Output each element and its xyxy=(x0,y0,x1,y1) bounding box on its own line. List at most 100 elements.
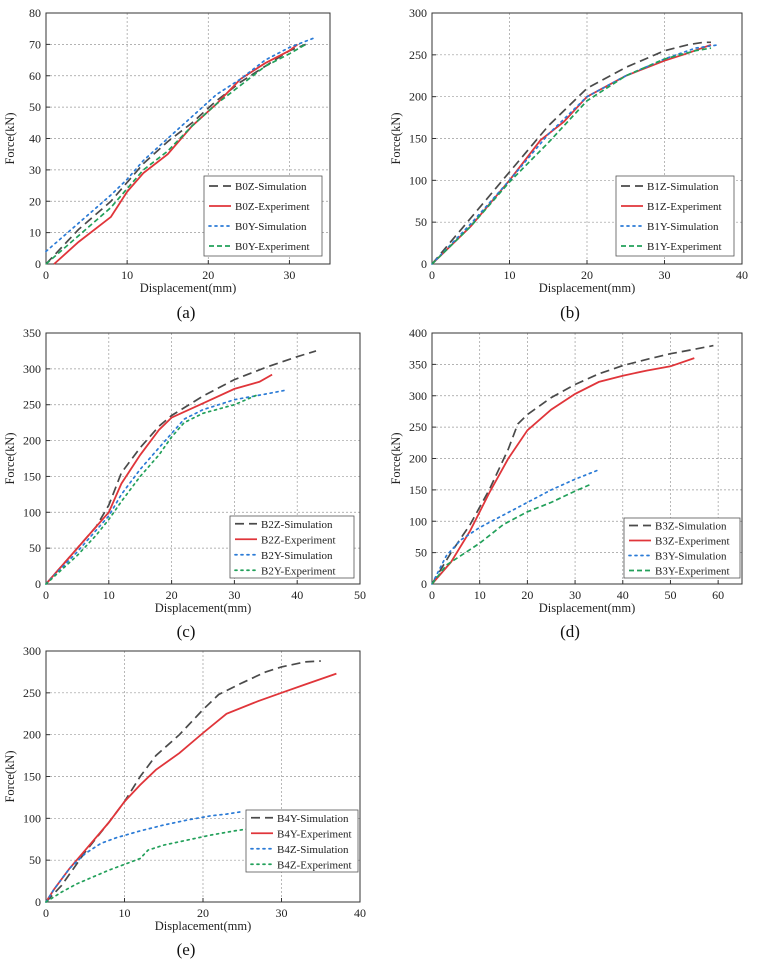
legend-entry: B4Z-Simulation xyxy=(277,844,349,856)
x-tick-label: 20 xyxy=(166,588,178,602)
x-tick-label: 20 xyxy=(197,906,209,920)
y-tick-label: 0 xyxy=(421,257,427,271)
x-tick-label: 50 xyxy=(354,588,366,602)
series-line-B1Y-Experiment xyxy=(431,47,712,265)
x-tick-label: 30 xyxy=(569,588,581,602)
y-tick-label: 200 xyxy=(409,90,427,104)
x-axis-label: Displacement(mm) xyxy=(155,601,252,615)
y-axis-label: Force(kN) xyxy=(3,432,17,484)
x-tick-label: 20 xyxy=(581,268,593,282)
y-tick-label: 300 xyxy=(23,644,41,658)
y-tick-label: 250 xyxy=(409,48,427,62)
x-tick-label: 0 xyxy=(43,268,49,282)
series-line-B0Y-Simulation xyxy=(45,37,315,253)
x-tick-label: 30 xyxy=(228,588,240,602)
legend-entry: B2Y-Simulation xyxy=(261,550,333,562)
x-tick-label: 40 xyxy=(291,588,303,602)
y-tick-label: 100 xyxy=(409,514,427,528)
series-line-B0Z-Experiment xyxy=(53,43,299,265)
legend-entry: B3Y-Simulation xyxy=(655,551,727,563)
y-tick-label: 250 xyxy=(409,420,427,434)
series-line-B1Z-Simulation xyxy=(431,41,711,265)
y-tick-label: 20 xyxy=(29,194,41,208)
legend-entry: B3Z-Simulation xyxy=(655,521,727,533)
x-tick-label: 0 xyxy=(43,588,49,602)
y-tick-label: 200 xyxy=(23,728,41,742)
y-axis-label: Force(kN) xyxy=(389,432,403,484)
series-line-B3Z-Simulation xyxy=(431,344,714,585)
x-tick-label: 10 xyxy=(504,268,516,282)
series-line-B3Z-Experiment xyxy=(431,357,695,585)
x-axis-label: Displacement(mm) xyxy=(539,601,636,615)
y-axis-label: Force(kN) xyxy=(389,112,403,164)
legend: B2Z-Simulation B2Z-Experiment B2Y-Simulati… xyxy=(229,515,355,579)
y-tick-label: 0 xyxy=(35,577,41,591)
x-tick-label: 30 xyxy=(276,906,288,920)
legend-entry: B2Z-Experiment xyxy=(261,534,336,546)
x-tick-label: 30 xyxy=(283,268,295,282)
y-tick-label: 40 xyxy=(29,132,41,146)
legend: B0Z-Simulation B0Z-Experiment B0Y-Simulati… xyxy=(203,175,323,257)
legend: B3Z-Simulation B3Z-Experiment B3Y-Simulati… xyxy=(623,517,741,579)
series-line-B3Y-Simulation xyxy=(431,468,600,585)
legend-box xyxy=(615,175,735,257)
y-tick-label: 350 xyxy=(409,357,427,371)
y-tick-label: 150 xyxy=(409,132,427,146)
y-tick-label: 50 xyxy=(29,100,41,114)
x-tick-label: 40 xyxy=(736,268,748,282)
x-tick-label: 10 xyxy=(121,268,133,282)
panel-label-c: (c) xyxy=(177,622,196,641)
legend-entry: B0Z-Simulation xyxy=(235,181,307,193)
y-tick-label: 100 xyxy=(23,505,41,519)
legend-entry: B1Y-Experiment xyxy=(647,241,722,253)
x-tick-label: 60 xyxy=(712,588,724,602)
series-line-B3Y-Experiment xyxy=(431,484,590,585)
x-tick-label: 40 xyxy=(354,906,366,920)
y-axis-label: Force(kN) xyxy=(3,750,17,802)
y-tick-label: 80 xyxy=(29,6,41,20)
chart-panel-d: 0 10 20 30 40 50 60 0 50 100 150 200 250 300 350 400 Dis… xyxy=(389,326,743,615)
chart-panel-e: 0 10 20 30 40 0 50 100 150 200 250 300 Displacement(… xyxy=(3,644,366,933)
y-tick-label: 100 xyxy=(409,173,427,187)
legend-entry: B3Y-Experiment xyxy=(655,566,730,578)
x-tick-label: 20 xyxy=(202,268,214,282)
legend-entry: B4Y-Experiment xyxy=(277,828,352,840)
x-tick-label: 10 xyxy=(474,588,486,602)
series-line-B1Y-Simulation xyxy=(431,43,720,265)
legend-box xyxy=(229,515,355,579)
legend-entry: B1Y-Simulation xyxy=(647,221,719,233)
y-tick-label: 10 xyxy=(29,226,41,240)
x-tick-label: 40 xyxy=(617,588,629,602)
x-tick-label: 0 xyxy=(429,268,435,282)
series-line-B4Z-Simulation xyxy=(45,810,244,903)
y-tick-label: 150 xyxy=(23,770,41,784)
legend-entry: B0Z-Experiment xyxy=(235,201,310,213)
legend: B4Y-Simulation B4Y-Experiment B4Z-Simulati… xyxy=(245,809,359,873)
y-tick-label: 50 xyxy=(29,541,41,555)
series-line-B2Z-Experiment xyxy=(45,373,273,585)
panel-label-a: (a) xyxy=(177,303,196,322)
legend-box xyxy=(623,517,741,579)
legend-entry: B3Z-Experiment xyxy=(655,536,730,548)
y-tick-label: 300 xyxy=(409,389,427,403)
legend-entry: B4Z-Experiment xyxy=(277,859,352,871)
y-tick-label: 50 xyxy=(29,853,41,867)
legend-entry: B1Z-Simulation xyxy=(647,181,719,193)
panel-label-d: (d) xyxy=(560,622,580,641)
chart-panel-a: 0 10 20 30 0 10 20 30 40 50 60 70 80 Displacement(mm)… xyxy=(3,6,331,295)
series-line-B2Y-Simulation xyxy=(45,389,286,585)
chart-panel-b: 0 10 20 30 40 0 50 100 150 200 250 300 Displacement(… xyxy=(389,6,748,295)
y-axis-label: Force(kN) xyxy=(3,112,17,164)
y-tick-label: 30 xyxy=(29,163,41,177)
y-tick-label: 350 xyxy=(23,326,41,340)
y-tick-label: 300 xyxy=(23,362,41,376)
y-tick-label: 200 xyxy=(409,452,427,466)
y-tick-label: 400 xyxy=(409,326,427,340)
legend-entry: B2Z-Simulation xyxy=(261,519,333,531)
x-tick-label: 0 xyxy=(43,906,49,920)
x-axis-label: Displacement(mm) xyxy=(539,281,636,295)
y-tick-label: 250 xyxy=(23,398,41,412)
y-tick-label: 300 xyxy=(409,6,427,20)
y-tick-label: 150 xyxy=(23,469,41,483)
